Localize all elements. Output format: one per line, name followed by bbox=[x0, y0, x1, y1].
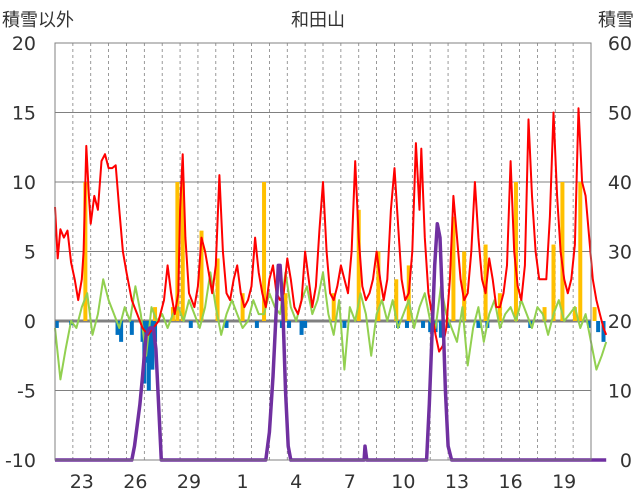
snowfall-bar bbox=[199, 230, 204, 321]
snow_change-bar bbox=[446, 321, 451, 328]
snowfall-bar bbox=[283, 293, 288, 321]
right-tick-label: 60 bbox=[608, 33, 632, 55]
snowfall-bar bbox=[462, 251, 467, 321]
snow_depth-line bbox=[55, 221, 607, 462]
snow_change-bar bbox=[428, 321, 433, 333]
x-tick-label: 4 bbox=[290, 471, 302, 493]
snow_change-bar bbox=[587, 321, 592, 328]
x-tick-label: 19 bbox=[552, 471, 576, 493]
snow_change-bar bbox=[188, 321, 193, 328]
snow_change-bar bbox=[224, 321, 229, 328]
snowfall-bar bbox=[451, 216, 456, 321]
temperature-line bbox=[54, 107, 608, 353]
x-tick-label: 29 bbox=[177, 471, 201, 493]
snowfall-bar bbox=[83, 182, 88, 321]
snow_change-bar bbox=[438, 321, 443, 338]
left-tick-label: -10 bbox=[5, 450, 36, 472]
snow_change-bar bbox=[303, 321, 308, 328]
snow_change-bar bbox=[150, 321, 155, 370]
snowfall-bar bbox=[551, 244, 556, 321]
line-series bbox=[54, 107, 608, 462]
right-tick-label: 50 bbox=[608, 103, 632, 125]
left-tick-label: 10 bbox=[12, 172, 36, 194]
snowfall-bar bbox=[376, 251, 381, 321]
x-tick-label: 7 bbox=[344, 471, 356, 493]
snow_change-bar bbox=[287, 321, 292, 328]
snowfall-bar bbox=[215, 258, 220, 321]
snowfall-bar bbox=[578, 182, 583, 321]
x-tick-label: 10 bbox=[391, 471, 415, 493]
snow_change-bar bbox=[146, 321, 151, 391]
plot-border bbox=[54, 42, 592, 461]
snowfall-bar bbox=[542, 307, 547, 321]
right-tick-label: 20 bbox=[608, 311, 632, 333]
snow_change-bar bbox=[119, 321, 124, 342]
snow_change-bar bbox=[342, 321, 347, 328]
left-tick-label: 0 bbox=[24, 311, 36, 333]
left-axis-label: 積雪以外 bbox=[2, 10, 74, 31]
wind-line bbox=[54, 271, 608, 381]
snow_change-bar bbox=[596, 321, 601, 333]
snowfall-bar bbox=[513, 182, 518, 321]
chart-title: 和田山 bbox=[291, 10, 345, 31]
snowfall-bar bbox=[180, 182, 185, 321]
snowfall-bar bbox=[262, 182, 267, 321]
left-tick-label: 15 bbox=[12, 103, 36, 125]
snowfall-bar bbox=[592, 307, 597, 321]
right-axis-label: 積雪 bbox=[598, 10, 634, 31]
right-tick-label: 40 bbox=[608, 172, 632, 194]
snowfall-bar bbox=[560, 182, 565, 321]
x-tick-label: 13 bbox=[445, 471, 469, 493]
snowfall-bar bbox=[483, 244, 488, 321]
snowfall-bar bbox=[394, 279, 399, 321]
right-tick-label: 30 bbox=[608, 242, 632, 264]
right-tick-label: 10 bbox=[608, 381, 632, 403]
x-tick-label: 1 bbox=[237, 471, 249, 493]
left-tick-label: -5 bbox=[17, 381, 36, 403]
snow_change-bar bbox=[254, 321, 259, 328]
snowfall-bar bbox=[331, 293, 336, 321]
x-tick-label: 26 bbox=[123, 471, 147, 493]
snow_change-bar bbox=[601, 321, 606, 342]
snow_change-bar bbox=[115, 321, 120, 335]
snowfall-bar bbox=[175, 182, 180, 321]
snow_change-bar bbox=[421, 321, 426, 328]
left-tick-label: 5 bbox=[24, 242, 36, 264]
snow_change-bar bbox=[476, 321, 481, 328]
grid bbox=[55, 42, 591, 461]
snow_change-bar bbox=[299, 321, 304, 335]
x-tick-label: 16 bbox=[499, 471, 523, 493]
snowfall-bar bbox=[572, 307, 577, 321]
right-tick-label: 0 bbox=[620, 450, 632, 472]
left-tick-label: 20 bbox=[12, 33, 36, 55]
x-tick-label: 23 bbox=[70, 471, 94, 493]
snowfall-bar bbox=[356, 209, 361, 321]
snow_change-bar bbox=[129, 321, 134, 335]
snowfall-bar bbox=[240, 293, 245, 321]
snow_change-bar bbox=[54, 321, 59, 328]
snow_change-bar bbox=[404, 321, 409, 328]
